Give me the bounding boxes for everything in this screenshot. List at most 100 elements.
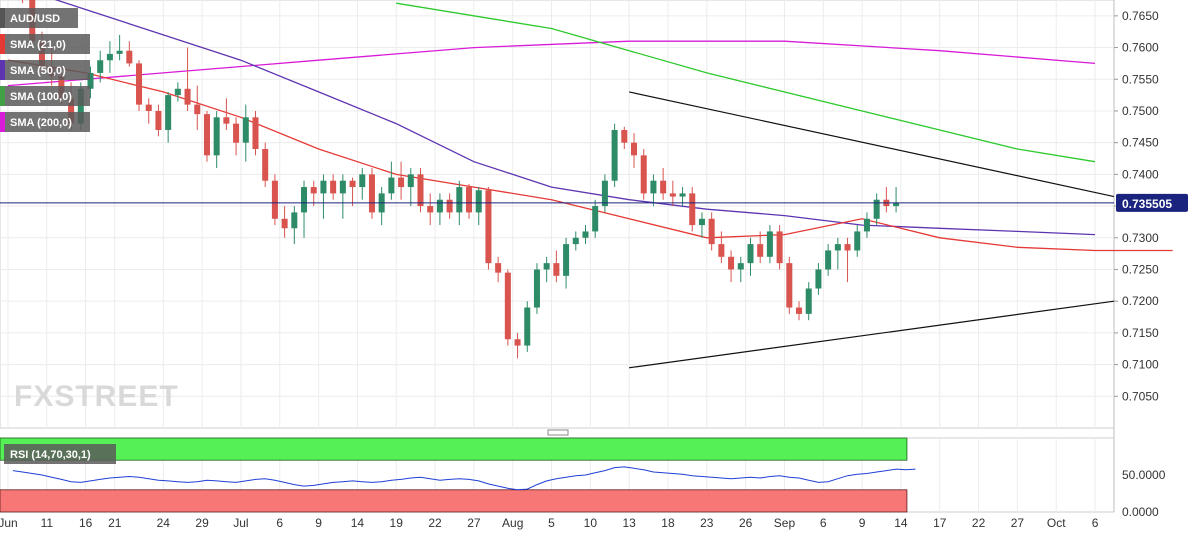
candle-body: [106, 53, 113, 61]
candle-body: [524, 307, 531, 346]
candle-body: [572, 237, 579, 245]
time-tick-label: 13: [622, 516, 636, 530]
candle-body: [854, 231, 861, 251]
legend: AUD/USD SMA (21,0) SMA (50,0) SMA (100,0) SM…: [0, 8, 90, 132]
candle-body: [271, 180, 278, 219]
time-tick-label: 27: [467, 516, 481, 530]
candle-body: [533, 269, 540, 308]
candle-body: [320, 180, 327, 194]
candle-body: [834, 244, 841, 251]
candle-body: [233, 123, 240, 143]
time-tick-label: 23: [700, 516, 714, 530]
candle-body: [485, 190, 492, 264]
candle-body: [766, 231, 773, 257]
candle-body: [262, 149, 269, 181]
rsi-tick-label: 50.0000: [1122, 468, 1166, 482]
time-tick-label: 17: [933, 516, 947, 530]
trendlines: [629, 91, 1115, 369]
candle-body: [456, 187, 463, 213]
candle-body: [631, 142, 638, 156]
price-tick-label: 0.7550: [1122, 72, 1159, 86]
time-tick-label: 18: [661, 516, 675, 530]
time-tick-label: 6: [820, 516, 827, 530]
candle-body: [728, 256, 735, 270]
legend-box: [0, 86, 90, 106]
time-tick-label: Sep: [774, 516, 796, 530]
last-price-label: 0.735505: [1122, 197, 1172, 211]
price-panel: [0, 0, 1115, 429]
candle-body: [679, 193, 686, 197]
candle-body: [601, 180, 608, 207]
candle-body: [563, 244, 570, 276]
candle-body: [747, 244, 754, 264]
panel-resize-handle: [547, 429, 569, 436]
legend-label: SMA (21,0): [10, 39, 66, 51]
time-tick-label: Jun: [0, 516, 18, 530]
candle-body: [349, 180, 356, 188]
candle-body: [213, 117, 220, 156]
price-tick-label: 0.7650: [1122, 9, 1159, 23]
candle-body: [495, 263, 502, 273]
price-tick-label: 0.7200: [1122, 294, 1159, 308]
candle-body: [184, 88, 191, 105]
candle-body: [718, 244, 725, 257]
time-tick-label: Jul: [233, 516, 248, 530]
candle-body: [330, 180, 337, 194]
candle-body: [466, 187, 473, 213]
candle-body: [698, 218, 705, 226]
candle-body: [796, 307, 803, 314]
candle-body: [301, 187, 308, 213]
candle-body: [611, 129, 618, 181]
candle-body: [165, 95, 172, 130]
candle-body: [844, 244, 851, 251]
candle-body: [660, 180, 667, 194]
axes: 0.7650 0.7600 0.7550 0.7500 0.7450 0.7400 0.73…: [0, 9, 1188, 530]
candle-body: [873, 199, 880, 219]
time-tick-label: 19: [390, 516, 404, 530]
time-tick-label: 6: [1092, 516, 1099, 530]
candle-body: [621, 129, 628, 143]
time-tick-label: 14: [894, 516, 908, 530]
candle-body: [87, 72, 94, 89]
candle-body: [136, 63, 143, 105]
time-tick-label: Oct: [1047, 516, 1066, 530]
price-tick-label: 0.7300: [1122, 231, 1159, 245]
price-tick-label: 0.7450: [1122, 136, 1159, 150]
candle-body: [97, 60, 104, 73]
candle-body: [543, 263, 550, 270]
candle-body: [893, 202, 900, 207]
candle-body: [126, 50, 133, 64]
time-tick-label: 9: [315, 516, 322, 530]
price-tick-label: 0.7150: [1122, 326, 1159, 340]
time-tick-label: 27: [1011, 516, 1025, 530]
rsi-panel: RSI (14,70,30,1) 50.0000 0.0000: [0, 437, 1166, 519]
candle-body: [252, 117, 259, 150]
candle-body: [339, 180, 346, 194]
legend-box: [0, 34, 90, 54]
rsi-legend-label: RSI (14,70,30,1): [10, 449, 91, 461]
sma-200-line: [7, 40, 1096, 87]
legend-box: [0, 8, 78, 28]
last-price-badge: [1116, 193, 1188, 212]
time-tick-label: 26: [739, 516, 753, 530]
price-tick-label: 0.7400: [1122, 167, 1159, 181]
candle-body: [708, 218, 715, 245]
time-tick-label: 11: [41, 516, 54, 530]
legend-swatch: [0, 86, 5, 106]
time-tick-label: 10: [584, 516, 598, 530]
rsi-overbought-zone: [0, 437, 908, 461]
legend-swatch: [0, 60, 5, 80]
candle-body: [242, 117, 249, 143]
candle-body: [786, 263, 793, 308]
candle-body: [863, 218, 870, 232]
candle-body: [427, 206, 434, 213]
candle-body: [174, 88, 181, 96]
candle-body: [650, 180, 657, 194]
rsi-legend-box: [4, 444, 116, 464]
candle-body: [825, 250, 832, 270]
candle-body: [553, 263, 560, 276]
time-tick-label: 5: [548, 516, 555, 530]
candle-body: [145, 104, 152, 111]
price-tick-label: 0.7500: [1122, 104, 1159, 118]
candle-body: [776, 231, 783, 264]
